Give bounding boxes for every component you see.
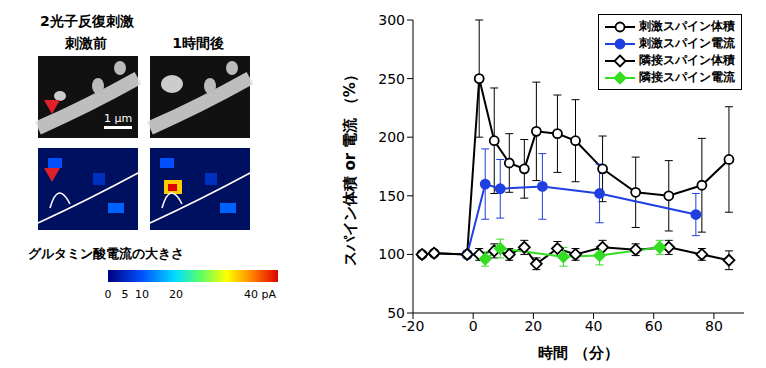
svg-text:100: 100	[378, 246, 405, 262]
svg-text:50: 50	[387, 305, 405, 321]
svg-text:時間 （分）: 時間 （分）	[538, 344, 618, 362]
html-text:隣接スパイン体積: 隣接スパイン体積	[639, 53, 735, 67]
svg-text:グルタミン酸電流の大きさ: グルタミン酸電流の大きさ	[28, 246, 184, 261]
svg-text:刺激前: 刺激前	[64, 35, 107, 51]
svg-text:40 pA: 40 pA	[244, 288, 276, 301]
svg-text:60: 60	[645, 318, 663, 334]
svg-text:2光子反復刺激: 2光子反復刺激	[40, 13, 135, 29]
svg-text:250: 250	[378, 71, 405, 87]
svg-text:20: 20	[524, 318, 542, 334]
svg-text:10: 10	[135, 288, 149, 301]
html-text:刺激スパイン体積: 刺激スパイン体積	[639, 19, 735, 33]
svg-text:40: 40	[585, 318, 603, 334]
svg-text:5: 5	[122, 288, 129, 301]
html-text:隣接スパイン電流: 隣接スパイン電流	[639, 70, 735, 84]
svg-text:0: 0	[105, 288, 112, 301]
svg-text:スパイン体積 or 電流 （%）: スパイン体積 or 電流 （%）	[341, 67, 359, 265]
html-text:刺激スパイン電流: 刺激スパイン電流	[639, 36, 735, 50]
svg-text:20: 20	[169, 288, 183, 301]
svg-text:1時間後: 1時間後	[172, 35, 224, 51]
svg-text:0: 0	[469, 318, 478, 334]
svg-text:80: 80	[705, 318, 723, 334]
svg-text:150: 150	[378, 188, 405, 204]
svg-text:-20: -20	[401, 317, 425, 334]
svg-text:300: 300	[378, 12, 405, 28]
svg-text:200: 200	[378, 129, 405, 145]
svg-text:1 μm: 1 μm	[104, 112, 132, 125]
